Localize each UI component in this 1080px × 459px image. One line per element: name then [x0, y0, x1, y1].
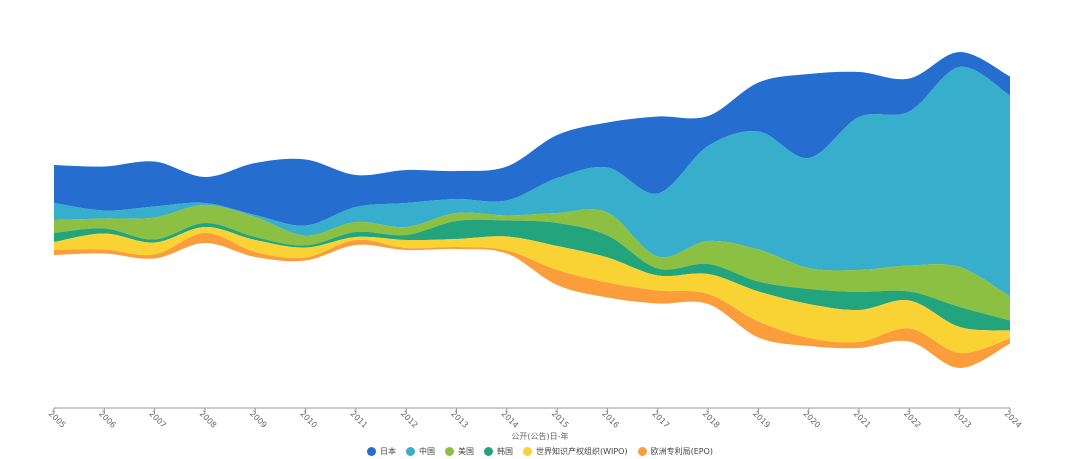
stream-layer-1[interactable] — [54, 66, 1010, 297]
legend-dot-icon — [444, 447, 454, 456]
x-tick-label: 2023 — [952, 409, 973, 430]
legend-label: 美国 — [457, 447, 474, 456]
legend-label: 世界知识产权组织(WIPO) — [535, 447, 628, 456]
legend-item-5[interactable]: 欧洲专利局(EPO) — [637, 446, 714, 457]
legend-dot-icon — [366, 447, 376, 456]
x-tick-label: 2011 — [348, 409, 369, 430]
x-tick-label: 2005 — [47, 409, 68, 430]
legend-item-3[interactable]: 韩国 — [483, 446, 513, 457]
legend-item-0[interactable]: 日本 — [366, 446, 396, 457]
x-tick-label: 2020 — [801, 409, 822, 430]
x-tick-label: 2018 — [701, 409, 722, 430]
legend-dot-icon — [483, 447, 493, 456]
stream-layer-2[interactable] — [54, 204, 1010, 321]
x-tick-label: 2007 — [147, 409, 168, 430]
stream-layer-0[interactable] — [54, 51, 1010, 226]
x-tick-label: 2022 — [902, 409, 923, 430]
legend-item-2[interactable]: 美国 — [444, 446, 474, 457]
x-tick-label: 2017 — [650, 409, 671, 430]
legend: 日本 中国 美国 韩国 世界知识产权组织(WIPO) 欧洲专利局(EPO) — [0, 446, 1080, 457]
x-tick-label: 2021 — [852, 409, 873, 430]
x-axis-title: 公开(公告)日-年 — [511, 432, 569, 441]
legend-label: 欧洲专利局(EPO) — [650, 447, 714, 456]
stream-layer-4[interactable] — [54, 226, 1010, 354]
legend-item-1[interactable]: 中国 — [405, 446, 435, 457]
legend-dot-icon — [405, 447, 415, 456]
stream-layer-5[interactable] — [54, 232, 1010, 369]
legend-label: 韩国 — [496, 447, 513, 456]
x-tick-label: 2016 — [600, 409, 621, 430]
x-tick-label: 2012 — [399, 409, 420, 430]
x-tick-label: 2006 — [97, 409, 118, 430]
x-tick-label: 2013 — [449, 409, 470, 430]
x-tick-label: 2015 — [550, 409, 571, 430]
legend-dot-icon — [522, 447, 532, 456]
streamgraph-chart: 2005 2006 2007 2008 2009 2010 2011 2012 2013 2014… — [47, 51, 1024, 430]
x-tick-label: 2014 — [499, 409, 520, 430]
legend-label: 中国 — [418, 447, 435, 456]
x-tick-label: 2010 — [298, 409, 319, 430]
legend-dot-icon — [637, 447, 647, 456]
x-tick-label: 2024 — [1003, 409, 1024, 430]
legend-label: 日本 — [379, 447, 396, 456]
x-tick-label: 2019 — [751, 409, 772, 430]
legend-item-4[interactable]: 世界知识产权组织(WIPO) — [522, 446, 628, 457]
x-tick-label: 2008 — [198, 409, 219, 430]
x-tick-label: 2009 — [248, 409, 269, 430]
